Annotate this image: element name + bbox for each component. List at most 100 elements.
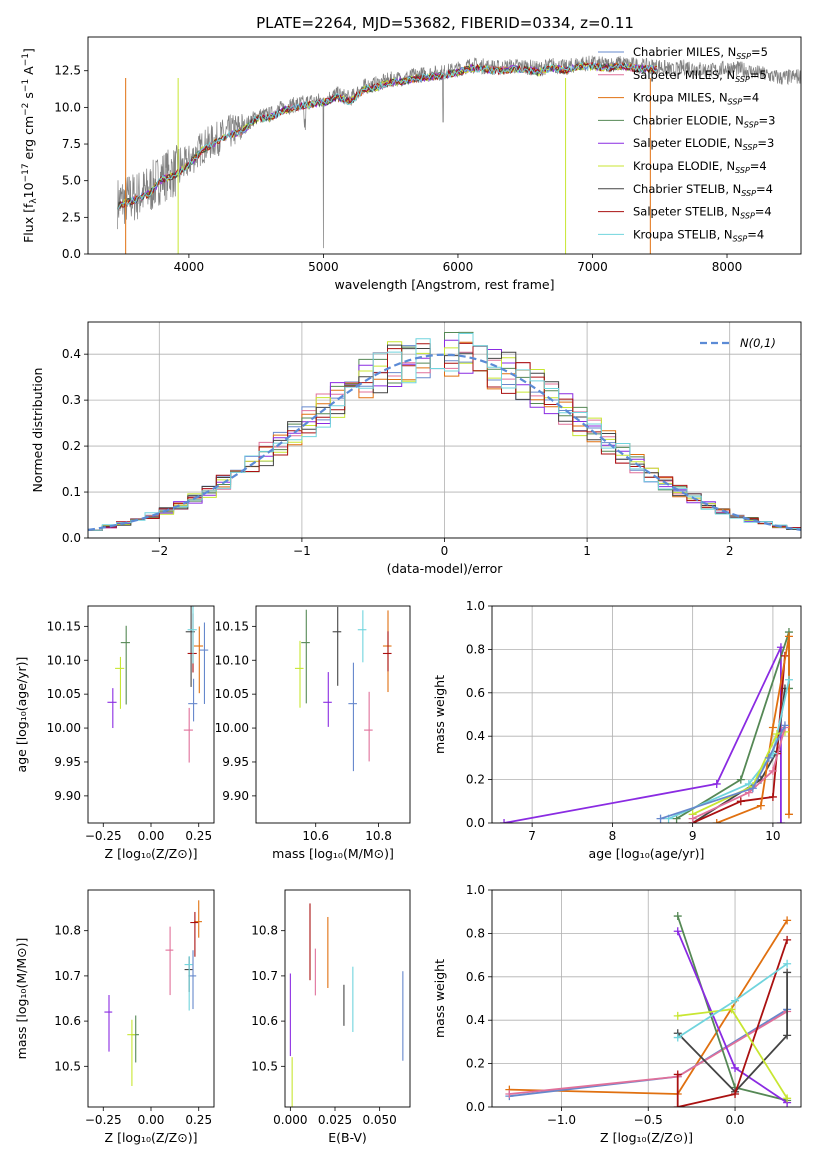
weight-marker (780, 721, 789, 730)
y-tick-label: 9.95 (54, 755, 81, 769)
legend-label: N(0,1) (740, 336, 776, 350)
x-tick-label: 0.00 (138, 1113, 165, 1127)
y-tick-label: 1.0 (466, 599, 485, 613)
x-tick-label: 10.8 (365, 829, 392, 843)
residuals-frame (87, 321, 802, 539)
y-tick-label: 9.95 (222, 755, 249, 769)
y-tick-label: 0.2 (62, 439, 81, 453)
age-vs-mass-frame (255, 605, 411, 824)
weight-marker (764, 753, 773, 762)
weight-marker (784, 810, 793, 819)
x-tick-label: 9 (689, 829, 697, 843)
weight-marker (500, 819, 509, 823)
legend-label: Salpeter ELODIE, NSSP=3 (633, 136, 774, 152)
age-vs-mass-plot-area (294, 606, 392, 772)
weight-marker (768, 792, 777, 801)
model-line (117, 62, 658, 210)
mass-vs-ebv-panel: 0.000 0.025 0.050 10.5 10.6 10.7 10.8 E(B-V) (251, 889, 411, 1145)
mass-vs-Z-plot-area (104, 900, 202, 1086)
y-tick-label: 0.0 (466, 816, 485, 830)
model-line (117, 63, 657, 210)
y-tick-label: 10.05 (215, 687, 249, 701)
massweight-vs-age-plot-area (492, 606, 801, 823)
mass-vs-Z-x-axis-label: Z [log₁₀(Z/Z⊙)] (105, 1130, 198, 1145)
x-tick-label: 2 (726, 544, 734, 558)
x-tick-label: −1 (293, 544, 311, 558)
y-tick-label: 10.8 (251, 924, 278, 938)
mass-vs-EBV-plot-area (289, 903, 404, 1107)
massweight-vs-age-x-axis-label: age [log₁₀(age/yr)] (589, 846, 705, 861)
mass-vs-Z-y-axis-label: mass [log₁₀(M/M⊙)] (14, 938, 29, 1060)
weight-marker (783, 959, 792, 968)
x-tick-label: 0.25 (185, 1113, 212, 1127)
mass-vs-metallicity-panel: −0.25 0.00 0.25 10.5 10.6 10.7 10.8 Z [log₁₀(Z/… (14, 889, 215, 1145)
weight-marker (712, 819, 721, 823)
weight-marker (673, 1070, 682, 1079)
massweight-vs-metallicity-panel: −1.0 −0.5 0.0 0.0 0.2 0.4 0.6 0.8 1.0 Z [log₁₀(Z/… (432, 883, 802, 1145)
x-tick-label: 0.000 (273, 1113, 307, 1127)
x-tick-label: 0.0 (725, 1113, 744, 1127)
weight-line (660, 725, 786, 820)
y-tick-label: 12.5 (54, 64, 81, 78)
weight-marker (756, 801, 765, 810)
x-tick-label: 6000 (443, 260, 474, 274)
residuals-panel: −2 −1 0 1 2 0.0 0.1 0.2 0.3 0.4 (data-model)/error… (30, 321, 802, 576)
weight-marker (783, 916, 792, 925)
y-tick-label: 0.3 (62, 393, 81, 407)
weight-marker (673, 1011, 682, 1020)
x-tick-label: 4000 (174, 260, 205, 274)
x-tick-label: 10.6 (302, 829, 329, 843)
age-vs-metallicity-panel: −0.25 0.00 0.25 9.90 9.95 10.00 10.05 10.10 10.1… (14, 605, 215, 861)
legend-label: Kroupa MILES, NSSP=4 (633, 91, 759, 107)
mass-vs-Z-frame (87, 889, 215, 1108)
age-vs-mass-x-axis-label: mass [log₁₀(M/M⊙)] (272, 846, 394, 861)
y-tick-label: 0.2 (466, 773, 485, 787)
massweight-vs-Z-plot-area (492, 890, 801, 1107)
weight-line (677, 972, 788, 1093)
x-tick-label: 1 (583, 544, 591, 558)
spectrum-y-axis-label: Flux [fλ10−17 erg cm−2 s−1 A−1] (21, 48, 39, 243)
residuals-y-axis-label: Normed distribution (30, 368, 45, 493)
model-line (117, 62, 657, 210)
weight-marker (783, 1031, 792, 1040)
x-tick-label: −0.25 (85, 829, 122, 843)
y-tick-label: 5.0 (62, 174, 81, 188)
y-tick-label: 10.6 (54, 1014, 81, 1028)
mass-vs-EBV-x-axis-label: E(B-V) (328, 1130, 367, 1145)
x-tick-label: 8000 (712, 260, 743, 274)
weight-marker (772, 730, 781, 739)
y-tick-label: 10.10 (215, 653, 249, 667)
x-tick-label: −0.5 (634, 1113, 663, 1127)
x-tick-label: 8 (609, 829, 617, 843)
mass-vs-EBV-frame (284, 889, 411, 1108)
y-tick-label: 0.6 (466, 686, 485, 700)
y-tick-label: 10.7 (251, 969, 278, 983)
massweight-vs-age-panel: 7 8 9 10 0.0 0.2 0.4 0.6 0.8 1.0 age [log₁₀(age/yr… (432, 599, 802, 861)
y-tick-label: 10.5 (251, 1059, 278, 1073)
weight-marker (673, 1033, 682, 1042)
x-tick-label: 5000 (308, 260, 339, 274)
weight-marker (727, 1005, 736, 1014)
x-tick-label: −1.0 (547, 1113, 576, 1127)
weight-marker (736, 775, 745, 784)
y-tick-label: 10.7 (54, 969, 81, 983)
x-tick-label: 7000 (577, 260, 608, 274)
y-tick-label: 0.0 (62, 247, 81, 261)
y-tick-label: 10.00 (47, 721, 81, 735)
y-tick-label: 2.5 (62, 210, 81, 224)
weight-marker (748, 784, 757, 793)
age-vs-mass-panel: 10.6 10.8 9.90 9.95 10.00 10.05 10.10 10.15 mass… (215, 605, 411, 861)
y-tick-label: 0.4 (466, 1013, 485, 1027)
y-tick-label: 10.5 (54, 1059, 81, 1073)
age-vs-Z-y-axis-label: age [log₁₀(age/yr)] (14, 657, 29, 773)
y-tick-label: 0.0 (466, 1100, 485, 1114)
x-tick-label: 0.025 (318, 1113, 352, 1127)
legend-label: Kroupa STELIB, NSSP=4 (633, 227, 764, 243)
y-tick-label: 0.6 (466, 970, 485, 984)
y-tick-label: 10.15 (47, 619, 81, 633)
x-tick-label: 7 (528, 829, 536, 843)
figure-title: PLATE=2264, MJD=53682, FIBERID=0334, z=0… (256, 14, 634, 32)
y-tick-label: 0.1 (62, 485, 81, 499)
y-tick-label: 10.00 (215, 721, 249, 735)
